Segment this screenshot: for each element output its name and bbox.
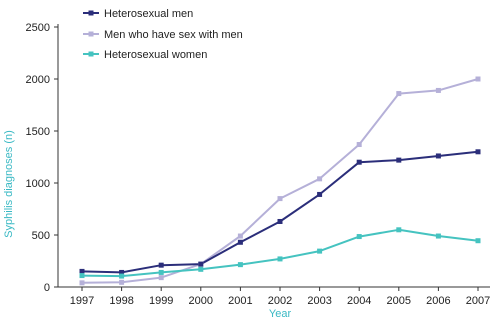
y-tick-label: 2000 (26, 74, 50, 86)
series-markers (79, 76, 481, 286)
data-point-2-1 (119, 273, 125, 279)
x-tick-label: 2002 (268, 295, 292, 307)
data-point-2-6 (317, 248, 323, 254)
data-point-0-10 (475, 149, 481, 155)
x-tick-label: 2006 (426, 295, 450, 307)
data-point-0-7 (356, 159, 362, 165)
legend-swatch-marker-1 (88, 31, 94, 37)
data-point-2-0 (79, 273, 85, 279)
data-point-2-2 (158, 269, 164, 275)
data-point-0-9 (435, 153, 441, 159)
series-lines (81, 78, 479, 284)
data-point-1-2 (158, 275, 164, 281)
series-line-0 (81, 150, 479, 274)
data-point-0-5 (277, 218, 283, 224)
data-point-1-7 (356, 142, 362, 148)
axes: 0 500 1000 1500 2000 2500 1997 1998 1999 2000 2001… (26, 22, 491, 307)
data-point-2-5 (277, 256, 283, 262)
data-point-0-4 (237, 239, 243, 245)
y-tick-label: 2500 (26, 22, 50, 34)
y-tick-label: 1000 (26, 178, 50, 190)
data-point-1-0 (79, 280, 85, 286)
data-point-1-9 (435, 87, 441, 93)
data-point-2-3 (198, 266, 204, 272)
data-point-2-7 (356, 234, 362, 240)
y-tick-label: 0 (44, 282, 50, 294)
series-line-1 (81, 78, 479, 284)
x-tick-label: 2003 (307, 295, 331, 307)
legend-label-2: Heterosexual women (104, 49, 207, 61)
x-tick-label: 2001 (228, 295, 252, 307)
legend-label-0: Heterosexual men (104, 8, 193, 20)
data-point-1-5 (277, 196, 283, 202)
data-point-0-2 (158, 262, 164, 268)
x-tick-label: 2004 (347, 295, 371, 307)
legend-swatch-marker-0 (88, 10, 94, 16)
data-point-0-6 (317, 191, 323, 197)
data-point-0-1 (119, 269, 125, 275)
y-tick-label: 500 (32, 230, 50, 242)
x-tick-label: 1997 (70, 295, 94, 307)
y-axis-title: Syphilis diagnoses (n) (3, 130, 15, 238)
data-point-2-8 (396, 227, 402, 233)
x-axis-title: Year (269, 308, 292, 320)
x-tick-label: 2005 (387, 295, 411, 307)
legend-swatch-marker-2 (88, 51, 94, 57)
data-point-1-1 (119, 279, 125, 285)
x-tick-label: 1998 (109, 295, 133, 307)
data-point-1-10 (475, 76, 481, 82)
data-point-0-0 (79, 268, 85, 274)
data-point-0-8 (396, 157, 402, 163)
x-tick-label: 2000 (189, 295, 213, 307)
data-point-0-3 (198, 261, 204, 267)
data-point-2-4 (237, 262, 243, 268)
x-tick-label: 2007 (466, 295, 490, 307)
y-tick-label: 1500 (26, 126, 50, 138)
data-point-1-4 (237, 233, 243, 239)
x-tick-label: 1999 (149, 295, 173, 307)
legend: Heterosexual men Men who have sex with me… (83, 8, 243, 61)
data-point-2-10 (475, 238, 481, 244)
legend-label-1: Men who have sex with men (104, 29, 243, 41)
data-point-1-6 (317, 176, 323, 182)
data-point-1-8 (396, 91, 402, 97)
data-point-2-9 (435, 233, 441, 239)
